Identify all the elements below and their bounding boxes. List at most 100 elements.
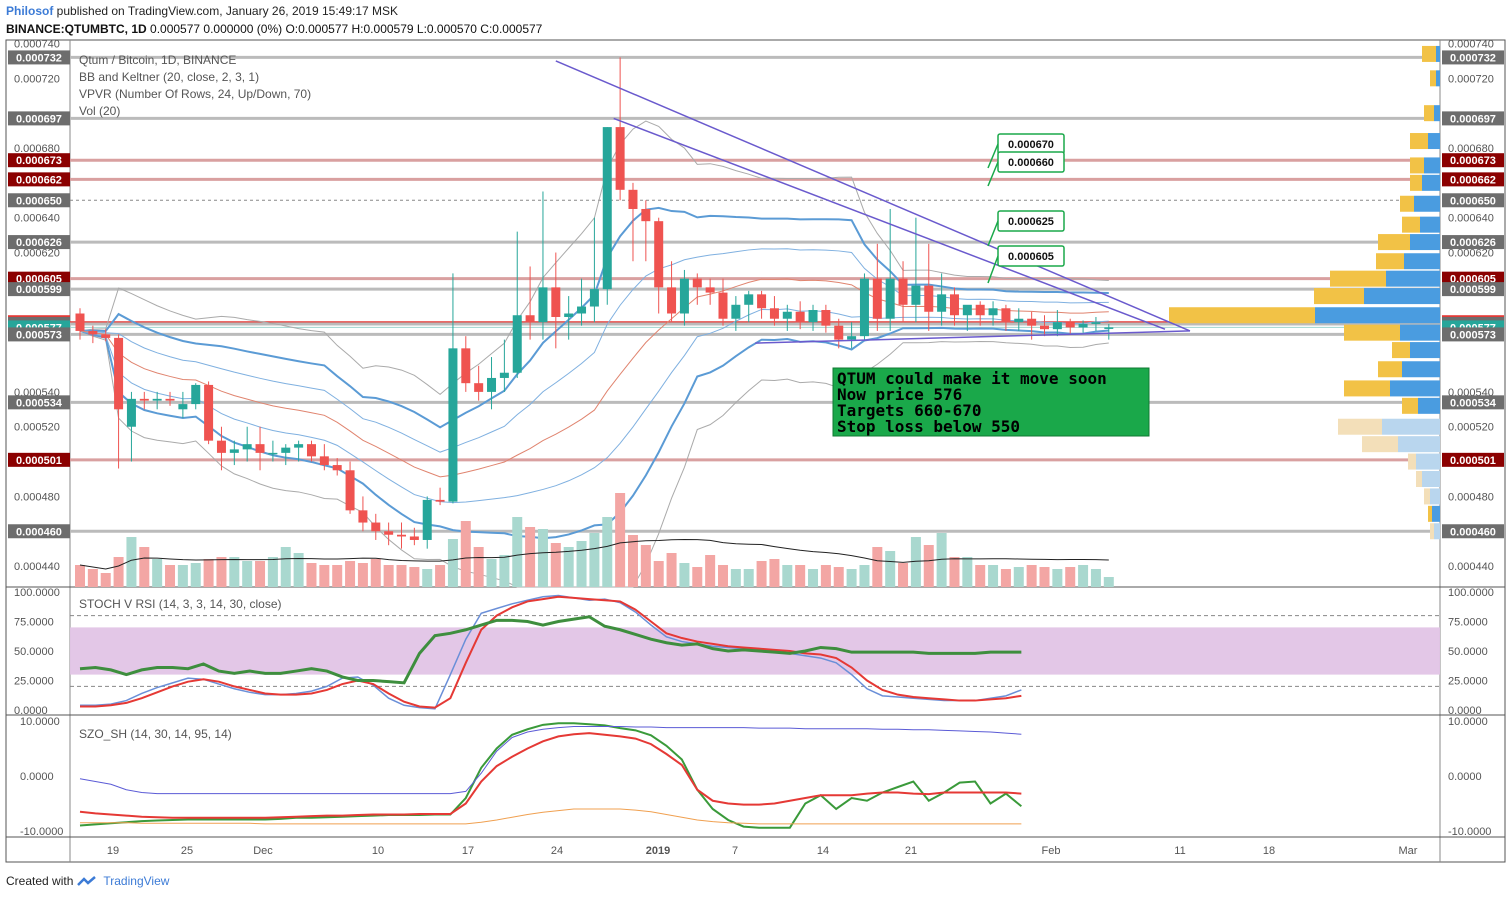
candle-body[interactable] xyxy=(384,531,394,535)
candle-body[interactable] xyxy=(319,456,329,466)
volume-bar xyxy=(898,563,909,587)
candle-body[interactable] xyxy=(615,127,625,190)
callout-box[interactable] xyxy=(997,210,1065,232)
candle-body[interactable] xyxy=(937,294,947,312)
candle-body[interactable] xyxy=(667,287,677,314)
candle-body[interactable] xyxy=(1052,322,1062,330)
wedge-trendline[interactable] xyxy=(555,60,1191,332)
candle-body[interactable] xyxy=(294,444,304,448)
candle-body[interactable] xyxy=(949,294,959,316)
candle-body[interactable] xyxy=(306,444,316,457)
candle-body[interactable] xyxy=(924,285,934,312)
price-tag-left xyxy=(8,452,70,467)
candle-body[interactable] xyxy=(75,313,85,331)
candle-body[interactable] xyxy=(114,337,124,410)
candle-body[interactable] xyxy=(409,536,419,540)
candle-body[interactable] xyxy=(358,510,368,523)
candle-body[interactable] xyxy=(654,221,664,288)
candle-body[interactable] xyxy=(281,447,291,453)
candle-body[interactable] xyxy=(808,310,818,323)
candle-body[interactable] xyxy=(152,398,162,401)
candle-body[interactable] xyxy=(1040,325,1049,330)
candle-body[interactable] xyxy=(229,449,239,453)
candle-body[interactable] xyxy=(371,522,381,532)
candle-body[interactable] xyxy=(718,292,728,319)
tradingview-logo-icon xyxy=(77,876,97,886)
candle-body[interactable] xyxy=(255,444,265,453)
volume-bar xyxy=(255,561,266,587)
candle-body[interactable] xyxy=(847,336,857,340)
candle-body[interactable] xyxy=(988,308,998,316)
candle-body[interactable] xyxy=(538,287,548,323)
candle-body[interactable] xyxy=(216,440,226,453)
annotation-box[interactable]: QTUM could make it move soon Now price 5… xyxy=(832,367,1150,437)
candle-body[interactable] xyxy=(139,398,149,401)
author-link[interactable]: Philosof xyxy=(6,4,54,18)
candle-body[interactable] xyxy=(204,384,214,441)
candle-body[interactable] xyxy=(474,383,484,392)
candle-body[interactable] xyxy=(1091,322,1101,324)
candle-body[interactable] xyxy=(525,315,535,323)
candle-body[interactable] xyxy=(564,313,574,317)
price-tag-text: 0.000460 xyxy=(16,526,62,538)
candle-body[interactable] xyxy=(692,278,702,288)
candle-body[interactable] xyxy=(628,189,638,209)
candle-body[interactable] xyxy=(911,285,921,305)
candle-body[interactable] xyxy=(757,294,767,309)
candle-body[interactable] xyxy=(461,348,471,384)
candle-body[interactable] xyxy=(178,404,188,410)
candle-body[interactable] xyxy=(435,499,445,502)
tradingview-link[interactable]: TradingView xyxy=(103,874,170,888)
candle-body[interactable] xyxy=(551,287,561,317)
candle-body[interactable] xyxy=(834,325,844,340)
candle-body[interactable] xyxy=(1027,318,1037,326)
candle-body[interactable] xyxy=(487,377,497,392)
candle-body[interactable] xyxy=(268,452,278,455)
candle-body[interactable] xyxy=(589,289,599,307)
candle-body[interactable] xyxy=(821,310,831,326)
candle-body[interactable] xyxy=(101,334,111,338)
candle-body[interactable] xyxy=(731,304,741,319)
candle-body[interactable] xyxy=(962,304,972,316)
candle-body[interactable] xyxy=(1104,327,1114,329)
volume-bar xyxy=(177,565,188,587)
candle-body[interactable] xyxy=(88,330,98,335)
volume-bar xyxy=(537,529,548,587)
candle-body[interactable] xyxy=(512,315,522,373)
candle-body[interactable] xyxy=(795,311,805,323)
candle-body[interactable] xyxy=(345,470,355,511)
candle-body[interactable] xyxy=(448,348,458,502)
candle-body[interactable] xyxy=(577,306,587,314)
wedge-trendline[interactable] xyxy=(613,117,1166,330)
candle-body[interactable] xyxy=(191,384,201,405)
candle-body[interactable] xyxy=(1078,323,1088,328)
candle-body[interactable] xyxy=(885,278,895,319)
candle-body[interactable] xyxy=(898,278,908,305)
candle-body[interactable] xyxy=(705,287,715,293)
candle-body[interactable] xyxy=(1001,308,1011,323)
candle-body[interactable] xyxy=(859,278,869,337)
candle-body[interactable] xyxy=(165,398,175,401)
candle-body[interactable] xyxy=(499,372,509,378)
candle-body[interactable] xyxy=(332,465,342,471)
candle-body[interactable] xyxy=(422,499,432,540)
candle-body[interactable] xyxy=(641,208,651,222)
candle-body[interactable] xyxy=(602,127,612,290)
candle-body[interactable] xyxy=(782,311,792,319)
callout-box[interactable] xyxy=(997,245,1065,267)
candle-body[interactable] xyxy=(1065,322,1075,328)
callout-box[interactable] xyxy=(997,151,1065,173)
candle-body[interactable] xyxy=(126,398,136,427)
candle-body[interactable] xyxy=(872,278,882,319)
wedge-trendline[interactable] xyxy=(755,330,1191,344)
candle-body[interactable] xyxy=(975,304,985,316)
candle-body[interactable] xyxy=(679,278,689,314)
candle-body[interactable] xyxy=(769,308,779,319)
candle-body[interactable] xyxy=(397,534,406,537)
volume-bar xyxy=(165,565,176,587)
legend-vol: Vol (20) xyxy=(79,104,120,118)
candle-body[interactable] xyxy=(1014,318,1024,323)
candle-body[interactable] xyxy=(744,294,754,305)
candle-body[interactable] xyxy=(242,444,252,450)
